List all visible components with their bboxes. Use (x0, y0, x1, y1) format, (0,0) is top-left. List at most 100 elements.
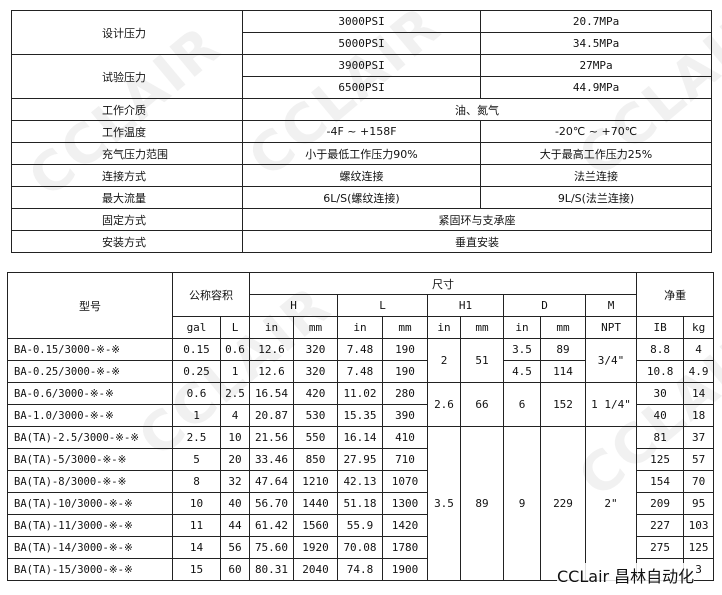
value-cell: 11.02 (337, 382, 383, 405)
value-cell: 44 (220, 514, 250, 537)
spec-value-psi: 3000PSI (241, 10, 482, 33)
value-cell: 2.5 (220, 382, 250, 405)
d-in: 4.5 (503, 360, 541, 383)
weight-kg: 4 (683, 338, 715, 361)
spec-row: 充气压力范围 小于最低工作压力90% 大于最高工作压力25% (11, 142, 713, 165)
value-cell: 15 (172, 558, 221, 581)
value-cell: 60 (220, 558, 250, 581)
header-unit: L (220, 316, 250, 339)
m-npt: 1 1/4" (584, 382, 638, 427)
value-cell: 32 (220, 470, 250, 493)
m-npt: 3/4" (584, 338, 638, 383)
value-cell: 51.18 (337, 492, 383, 515)
spec-row: 连接方式 螺纹连接 法兰连接 (11, 164, 713, 187)
spec-value: 6L/S(螺纹连接) (241, 186, 482, 209)
value-cell: 1420 (382, 514, 428, 537)
value-cell: 16.14 (337, 426, 383, 449)
header-unit: in (503, 316, 541, 339)
weight-kg: 57 (683, 448, 715, 471)
model-cell: BA(TA)-5/3000-※-※ (7, 448, 173, 471)
brand-logo-text: CCLair 昌林自动化 (557, 563, 695, 587)
value-cell: 1 (172, 404, 221, 427)
value-cell: 8 (172, 470, 221, 493)
header-unit: mm (540, 316, 586, 339)
h1-in: 3.5 (427, 426, 461, 581)
header-unit: NPT (584, 316, 638, 339)
spec-value-mpa: 34.5MPa (480, 32, 713, 55)
spec-value: 油、氮气 (241, 98, 713, 121)
value-cell: 550 (293, 426, 338, 449)
value-cell: 10 (172, 492, 221, 515)
weight-lb: 154 (636, 470, 685, 493)
value-cell: 74.8 (337, 558, 383, 581)
value-cell: 55.9 (337, 514, 383, 537)
value-cell: 4 (220, 404, 250, 427)
model-cell: BA(TA)-11/3000-※-※ (7, 514, 173, 537)
value-cell: 2040 (293, 558, 338, 581)
header-model: 型号 (7, 272, 173, 339)
value-cell: 7.48 (337, 338, 383, 361)
spec-label: 固定方式 (11, 208, 243, 231)
value-cell: 33.46 (249, 448, 294, 471)
model-cell: BA-0.25/3000-※-※ (7, 360, 173, 383)
value-cell: 15.35 (337, 404, 383, 427)
weight-lb: 30 (636, 382, 685, 405)
weight-kg: 4.9 (683, 360, 715, 383)
spec-value: -4F ~ +158F (241, 120, 482, 143)
value-cell: 280 (382, 382, 428, 405)
value-cell: 7.48 (337, 360, 383, 383)
weight-lb: 275 (636, 536, 685, 559)
header-unit: mm (460, 316, 504, 339)
value-cell: 27.95 (337, 448, 383, 471)
spec-row: 设计压力 3000PSI 20.7MPa (11, 10, 713, 55)
table-row: BA(TA)-8/3000-※-※ 8 32 47.64 1210 42.13 1070 15… (7, 470, 715, 493)
h1-mm: 66 (460, 382, 504, 427)
value-cell: 1300 (382, 492, 428, 515)
value-cell: 12.6 (249, 338, 294, 361)
value-cell: 530 (293, 404, 338, 427)
spec-row: 工作温度 -4F ~ +158F -20℃ ~ +70℃ (11, 120, 713, 143)
spec-value: 垂直安装 (241, 230, 713, 253)
value-cell: 5 (172, 448, 221, 471)
d-mm: 114 (540, 360, 586, 383)
value-cell: 56 (220, 536, 250, 559)
spec-value-psi: 6500PSI (241, 76, 482, 99)
value-cell: 320 (293, 360, 338, 383)
weight-lb: 81 (636, 426, 685, 449)
header-unit: gal (172, 316, 221, 339)
header-unit: in (427, 316, 461, 339)
d-in: 6 (503, 382, 541, 427)
spec-value-mpa: 20.7MPa (480, 10, 713, 33)
d-in: 3.5 (503, 338, 541, 361)
spec-table: 设计压力 3000PSI 20.7MPa 5000PSI 34.5MPa 试验压力 3900… (11, 10, 713, 253)
value-cell: 1 (220, 360, 250, 383)
table-row: BA-0.6/3000-※-※ 0.6 2.5 16.54 420 11.02 280 2.6… (7, 382, 715, 427)
weight-kg: 14 (683, 382, 715, 405)
spec-value-psi: 5000PSI (241, 32, 482, 55)
weight-lb: 40 (636, 404, 685, 427)
weight-kg: 103 (683, 514, 715, 537)
model-cell: BA-0.6/3000-※-※ (7, 382, 173, 405)
d-mm: 89 (540, 338, 586, 361)
header-capacity: 公称容积 (172, 272, 250, 317)
header-weight: 净重 (636, 272, 715, 317)
value-cell: 1070 (382, 470, 428, 493)
header-unit: IB (636, 316, 685, 339)
table-row: BA(TA)-11/3000-※-※ 11 44 61.42 1560 55.9 1420 2… (7, 514, 715, 537)
spec-label: 充气压力范围 (11, 142, 243, 165)
value-cell: 21.56 (249, 426, 294, 449)
table-row: BA(TA)-14/3000-※-※ 14 56 75.60 1920 70.08 1780… (7, 536, 715, 559)
h1-in: 2.6 (427, 382, 461, 427)
value-cell: 20 (220, 448, 250, 471)
weight-kg: 125 (683, 536, 715, 559)
header-group-m: M (584, 294, 638, 317)
table-row: BA-0.15/3000-※-※ 0.15 0.6 12.6 320 7.48 190 2 51… (7, 338, 715, 383)
spec-value: 螺纹连接 (241, 164, 482, 187)
value-cell: 10 (220, 426, 250, 449)
model-cell: BA(TA)-14/3000-※-※ (7, 536, 173, 559)
spec-label: 最大流量 (11, 186, 243, 209)
value-cell: 1210 (293, 470, 338, 493)
spec-row: 工作介质 油、氮气 (11, 98, 713, 121)
value-cell: 0.15 (172, 338, 221, 361)
